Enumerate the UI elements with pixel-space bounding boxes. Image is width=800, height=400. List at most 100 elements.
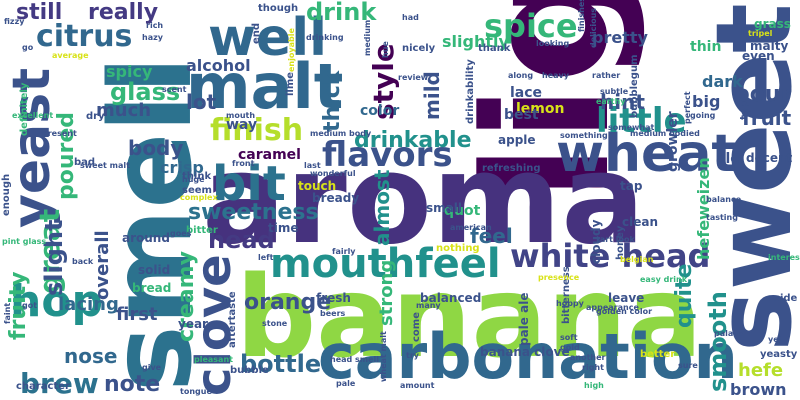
word: think — [182, 171, 212, 182]
word: drinkable — [354, 128, 472, 153]
word: wonderful — [310, 169, 356, 178]
word: banana — [236, 253, 703, 383]
word: really — [88, 0, 159, 25]
word: enjoyable — [287, 28, 296, 72]
word: small — [426, 201, 462, 215]
word: many — [416, 301, 441, 310]
word: belgian — [620, 255, 654, 264]
word: right — [582, 363, 604, 372]
word: overall — [92, 230, 113, 300]
word: nothing — [436, 243, 480, 254]
word: little — [596, 101, 687, 141]
word: lot — [186, 90, 217, 114]
word: decent — [746, 151, 793, 165]
word: poured — [54, 111, 79, 200]
word: note — [104, 372, 161, 397]
word: slightly — [442, 32, 509, 51]
word: aroma — [202, 128, 645, 272]
word: solid — [138, 263, 171, 277]
word: bottle — [240, 350, 322, 378]
word: mouth — [226, 111, 256, 120]
word: first — [116, 304, 158, 325]
word: review — [398, 73, 429, 82]
word: hint — [600, 90, 645, 114]
word: last — [304, 161, 321, 170]
word: finish — [210, 113, 304, 148]
word: mouthfeel — [270, 241, 501, 287]
word: clean — [622, 215, 659, 229]
word: brown — [730, 380, 787, 399]
word: malty — [750, 39, 789, 53]
word: quot — [444, 203, 481, 219]
word: appearance — [586, 303, 639, 312]
word: banana clove — [480, 345, 570, 359]
word: head — [208, 226, 275, 254]
word: nose — [64, 344, 118, 368]
word: present — [42, 129, 77, 138]
word: going — [690, 111, 716, 120]
word: average — [52, 51, 89, 60]
word: goes — [170, 229, 192, 238]
word: way — [226, 117, 258, 133]
word: bitter — [186, 225, 218, 236]
word: something — [560, 131, 608, 140]
word: go — [22, 43, 34, 52]
word: much — [96, 100, 152, 121]
word: definitely — [19, 82, 30, 136]
word: lime — [285, 71, 296, 96]
word: citrus — [36, 19, 133, 54]
word: american — [450, 223, 492, 232]
word: soft — [560, 333, 578, 342]
word: growler — [665, 111, 681, 172]
word: thick — [320, 70, 345, 132]
word: bubble — [230, 365, 269, 376]
word: grass — [754, 17, 791, 31]
word: excellent — [12, 111, 54, 120]
word: wheat malt — [379, 331, 388, 382]
word: glass — [110, 78, 181, 106]
word: yet — [768, 335, 783, 344]
word: though — [258, 3, 299, 14]
word: golden color — [596, 307, 653, 316]
word: got — [22, 301, 38, 310]
word: best — [504, 107, 539, 123]
word: big — [692, 92, 721, 111]
word: bubblegum — [629, 54, 640, 118]
word: stone — [262, 319, 288, 328]
word: refreshing — [482, 163, 541, 174]
word: drink — [306, 0, 377, 26]
word: interesting — [768, 253, 800, 262]
word: drinking — [306, 33, 344, 42]
word: tripel — [748, 29, 773, 38]
word: slight — [40, 219, 68, 296]
word: try — [406, 351, 419, 360]
word: brew — [20, 367, 99, 400]
word: year — [178, 317, 208, 331]
word: quite — [672, 263, 697, 328]
word: balanced — [420, 291, 482, 305]
word: hop — [10, 276, 104, 327]
word: pretty — [592, 28, 648, 47]
word: yeasty — [760, 349, 798, 360]
word: hue — [381, 41, 390, 58]
word: along — [508, 71, 534, 80]
word: had — [402, 13, 419, 22]
word: dark — [702, 72, 743, 91]
word: even — [742, 49, 775, 63]
word: apple — [498, 133, 536, 147]
word: white head — [510, 237, 711, 275]
word: body — [128, 136, 184, 160]
word: gold — [560, 343, 580, 352]
word: bread — [132, 281, 172, 295]
word: fairly — [332, 247, 356, 256]
word: sweet malt — [80, 161, 130, 170]
word: smooth — [704, 291, 732, 392]
word: aftertaste — [227, 291, 238, 348]
word: strong — [376, 259, 397, 326]
word: thin — [690, 39, 722, 55]
word: looking — [536, 39, 570, 48]
word: orange — [244, 290, 332, 315]
word: almost — [370, 169, 394, 246]
word: beers — [320, 309, 346, 318]
word: hoppy — [556, 299, 584, 308]
